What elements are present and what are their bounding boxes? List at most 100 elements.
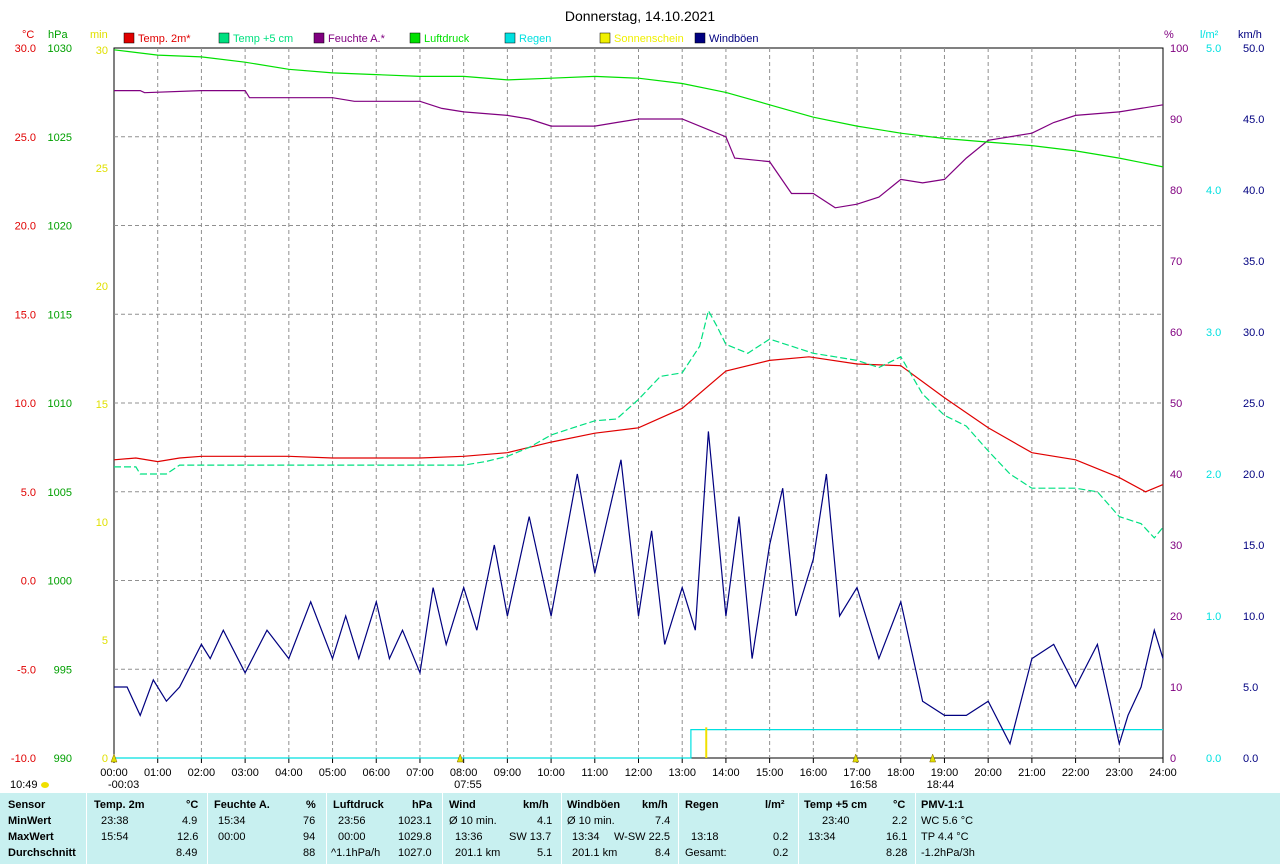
stats-min-temp: 4.9: [182, 815, 198, 827]
series-line: [114, 309, 1164, 539]
wind-tick-label: 40.0: [1243, 185, 1264, 197]
stats-max-wind: SW 13.7: [509, 831, 552, 843]
stats-avg-hum: 88: [303, 847, 316, 859]
time-tick-label: 24:00: [1149, 767, 1177, 779]
rain-tick-label: 0.0: [1206, 753, 1221, 765]
pressure-tick-label: 1010: [48, 398, 72, 410]
rain-axis-unit: l/m²: [1200, 29, 1219, 41]
stats-row-min-label: MinWert: [8, 815, 52, 827]
stats-avg-temp: 8.49: [176, 847, 198, 859]
humidity-tick-label: 70: [1170, 256, 1182, 268]
stats-header-sensor: Sensor: [8, 799, 46, 811]
stats-avg-gust-run: 201.1 km: [572, 847, 618, 859]
legend-label: Luftdruck: [424, 33, 470, 45]
pressure-tick-label: 1030: [48, 43, 72, 55]
chart-title: Donnerstag, 14.10.2021: [565, 8, 715, 24]
stats-avg-gust: 8.4: [655, 847, 671, 859]
stats-header-temp: Temp. 2m: [94, 799, 145, 811]
legend-label: Windböen: [709, 33, 759, 45]
sunshine-bar: [705, 727, 708, 758]
stats-min-wind: 4.1: [537, 815, 553, 827]
legend-swatch: [504, 32, 516, 44]
stats-divider: [207, 793, 208, 864]
weather-chart: Donnerstag, 14.10.2021 Temp. 2m* Temp +5 …: [10, 8, 1264, 791]
time-tick-label: 18:00: [887, 767, 915, 779]
stats-divider: [442, 793, 443, 864]
pressure-axis-unit: hPa: [48, 29, 68, 41]
stats-header-rain-unit: l/m²: [765, 799, 785, 811]
stats-min-t5-time: 23:40: [822, 815, 850, 827]
legend-swatch: [313, 32, 325, 44]
humidity-tick-label: 30: [1170, 540, 1182, 552]
time-tick-label: 13:00: [668, 767, 696, 779]
stats-min-press-time: 23:56: [338, 815, 366, 827]
stats-avg-press: 1027.0: [398, 847, 432, 859]
humidity-tick-label: 20: [1170, 611, 1182, 623]
humidity-tick-label: 80: [1170, 185, 1182, 197]
wind-tick-label: 45.0: [1243, 114, 1264, 126]
marker-label: 07:55: [454, 779, 482, 791]
time-tick-label: 22:00: [1062, 767, 1090, 779]
series-line: [113, 49, 1164, 168]
stats-divider: [798, 793, 799, 864]
stats-max-gust-time: 13:34: [572, 831, 600, 843]
stats-min-gust: 7.4: [655, 815, 671, 827]
stats-min-press: 1023.1: [398, 815, 432, 827]
marker-label: 18:44: [927, 779, 955, 791]
time-tick-label: 06:00: [362, 767, 390, 779]
stats-min-hum: 76: [303, 815, 316, 827]
marker-arrow: [852, 753, 860, 763]
sun-tick-label: 0: [102, 753, 108, 765]
stats-avg-rain-label: Gesamt:: [685, 847, 727, 859]
series-line: [114, 728, 1163, 759]
stats-avg-wind: 5.1: [537, 847, 553, 859]
stats-header-press-unit: hPa: [412, 799, 433, 811]
time-tick-label: 05:00: [319, 767, 347, 779]
sun-tick-label: 25: [96, 163, 108, 175]
time-tick-label: 15:00: [756, 767, 784, 779]
stats-max-pmv: TP 4.4 °C: [921, 831, 969, 843]
stats-min-hum-time: 15:34: [218, 815, 246, 827]
stats-header-hum-unit: %: [306, 799, 316, 811]
time-tick-label: 12:00: [625, 767, 653, 779]
stats-header-hum: Feuchte A.: [214, 799, 270, 811]
temp-tick-label: 25.0: [15, 132, 36, 144]
time-tick-label: 10:00: [537, 767, 565, 779]
rain-tick-label: 2.0: [1206, 469, 1221, 481]
stats-avg-pmv: -1.2hPa/3h: [921, 847, 975, 859]
temp-tick-label: -10.0: [11, 753, 36, 765]
stats-panel: Sensor Temp. 2m °C Feuchte A. % Luftdruc…: [0, 793, 1280, 864]
stats-max-press: 1029.8: [398, 831, 432, 843]
marker-label: 16:58: [850, 779, 878, 791]
rain-tick-label: 4.0: [1206, 185, 1221, 197]
humidity-tick-label: 60: [1170, 327, 1182, 339]
stats-row-avg-label: Durchschnitt: [8, 847, 76, 859]
stats-header-gust: Windböen: [567, 799, 621, 811]
stats-min-pmv: WC 5.6 °C: [921, 815, 974, 827]
stats-divider: [915, 793, 916, 864]
stats-max-t5: 16.1: [886, 831, 908, 843]
stats-min-temp-time: 23:38: [101, 815, 129, 827]
marker-label: -00:03: [108, 779, 139, 791]
temp-tick-label: 10.0: [15, 398, 36, 410]
time-tick-label: 04:00: [275, 767, 303, 779]
stats-header-gust-unit: km/h: [642, 799, 668, 811]
wind-tick-label: 30.0: [1243, 327, 1264, 339]
rain-tick-label: 5.0: [1206, 43, 1221, 55]
series-line: [114, 431, 1164, 747]
legend-swatch: [218, 32, 230, 44]
pressure-tick-label: 995: [54, 664, 72, 676]
humidity-tick-label: 10: [1170, 682, 1182, 694]
pressure-tick-label: 990: [54, 753, 72, 765]
stats-max-hum-time: 00:00: [218, 831, 246, 843]
series-line: [114, 89, 1164, 209]
temp-tick-label: -5.0: [17, 664, 36, 676]
legend-label: Regen: [519, 33, 551, 45]
humidity-tick-label: 50: [1170, 398, 1182, 410]
time-tick-label: 21:00: [1018, 767, 1046, 779]
stats-header-t5: Temp +5 cm: [804, 799, 868, 811]
rain-tick-label: 3.0: [1206, 327, 1221, 339]
rain-tick-label: 1.0: [1206, 611, 1221, 623]
wind-axis-unit: km/h: [1238, 29, 1262, 41]
stats-max-rain: 0.2: [773, 831, 789, 843]
